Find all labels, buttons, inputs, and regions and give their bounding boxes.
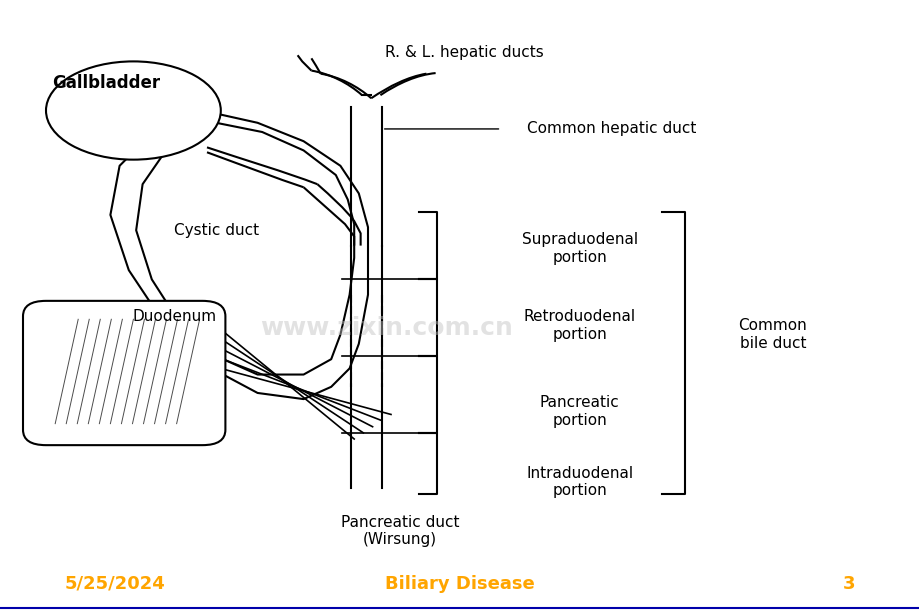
Text: Common hepatic duct: Common hepatic duct <box>527 122 696 136</box>
Text: 5/25/2024: 5/25/2024 <box>64 575 165 593</box>
Text: 3: 3 <box>842 575 855 593</box>
Text: Supraduodenal
portion: Supraduodenal portion <box>521 233 637 265</box>
FancyBboxPatch shape <box>23 301 225 445</box>
Text: Biliary Disease: Biliary Disease <box>385 575 534 593</box>
Text: Duodenum: Duodenum <box>132 309 217 324</box>
Text: Common
bile duct: Common bile duct <box>738 319 806 351</box>
Text: R. & L. hepatic ducts: R. & L. hepatic ducts <box>385 45 543 60</box>
Text: www.zixin.com.cn: www.zixin.com.cn <box>260 316 512 341</box>
Text: Retroduodenal
portion: Retroduodenal portion <box>523 309 635 341</box>
Text: Pancreatic
portion: Pancreatic portion <box>539 395 618 427</box>
Text: Cystic duct: Cystic duct <box>174 223 258 238</box>
Text: Gallbladder: Gallbladder <box>51 74 160 92</box>
Ellipse shape <box>46 61 221 160</box>
Text: Pancreatic duct
(Wirsung): Pancreatic duct (Wirsung) <box>341 515 459 547</box>
Text: Intraduodenal
portion: Intraduodenal portion <box>526 466 632 498</box>
